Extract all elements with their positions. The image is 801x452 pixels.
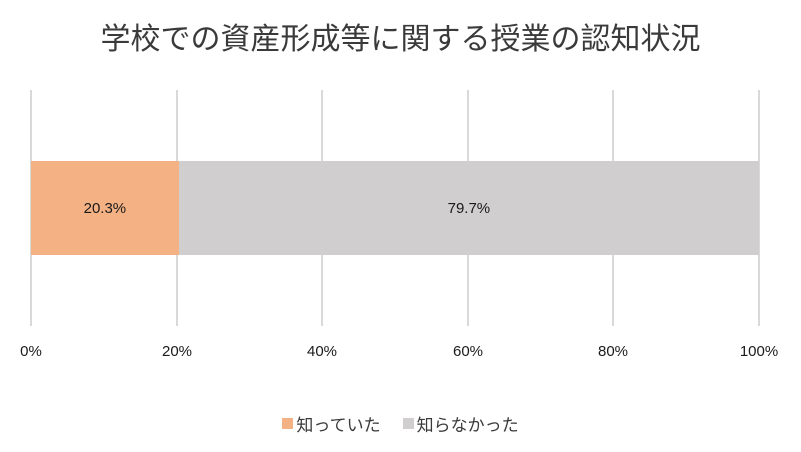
legend-item-knew[interactable]: 知っていた bbox=[282, 411, 381, 436]
x-tick: 60% bbox=[452, 343, 484, 360]
legend-label: 知らなかった bbox=[416, 416, 519, 436]
chart-title: 学校での資産形成等に関する授業の認知状況 bbox=[100, 22, 701, 57]
x-tick: 0% bbox=[20, 343, 42, 360]
gridline-100 bbox=[758, 90, 760, 326]
data-label: 20.3% bbox=[83, 199, 127, 217]
x-tick: 100% bbox=[739, 343, 779, 360]
legend-label: 知っていた bbox=[296, 416, 381, 436]
data-label: 79.7% bbox=[447, 199, 491, 217]
legend-swatch-icon bbox=[282, 418, 294, 429]
x-tick: 80% bbox=[597, 343, 629, 360]
bar-segment-knew: 20.3% bbox=[31, 161, 179, 255]
bar-segment-did-not-know: 79.7% bbox=[178, 161, 759, 255]
x-tick: 20% bbox=[161, 343, 193, 360]
legend-swatch-icon bbox=[402, 418, 414, 429]
legend-item-did-not-know[interactable]: 知らなかった bbox=[402, 411, 519, 436]
legend: 知っていた 知らなかった bbox=[0, 411, 801, 436]
x-tick: 40% bbox=[306, 343, 338, 360]
plot-area: 20.3% 79.7% bbox=[30, 90, 760, 326]
